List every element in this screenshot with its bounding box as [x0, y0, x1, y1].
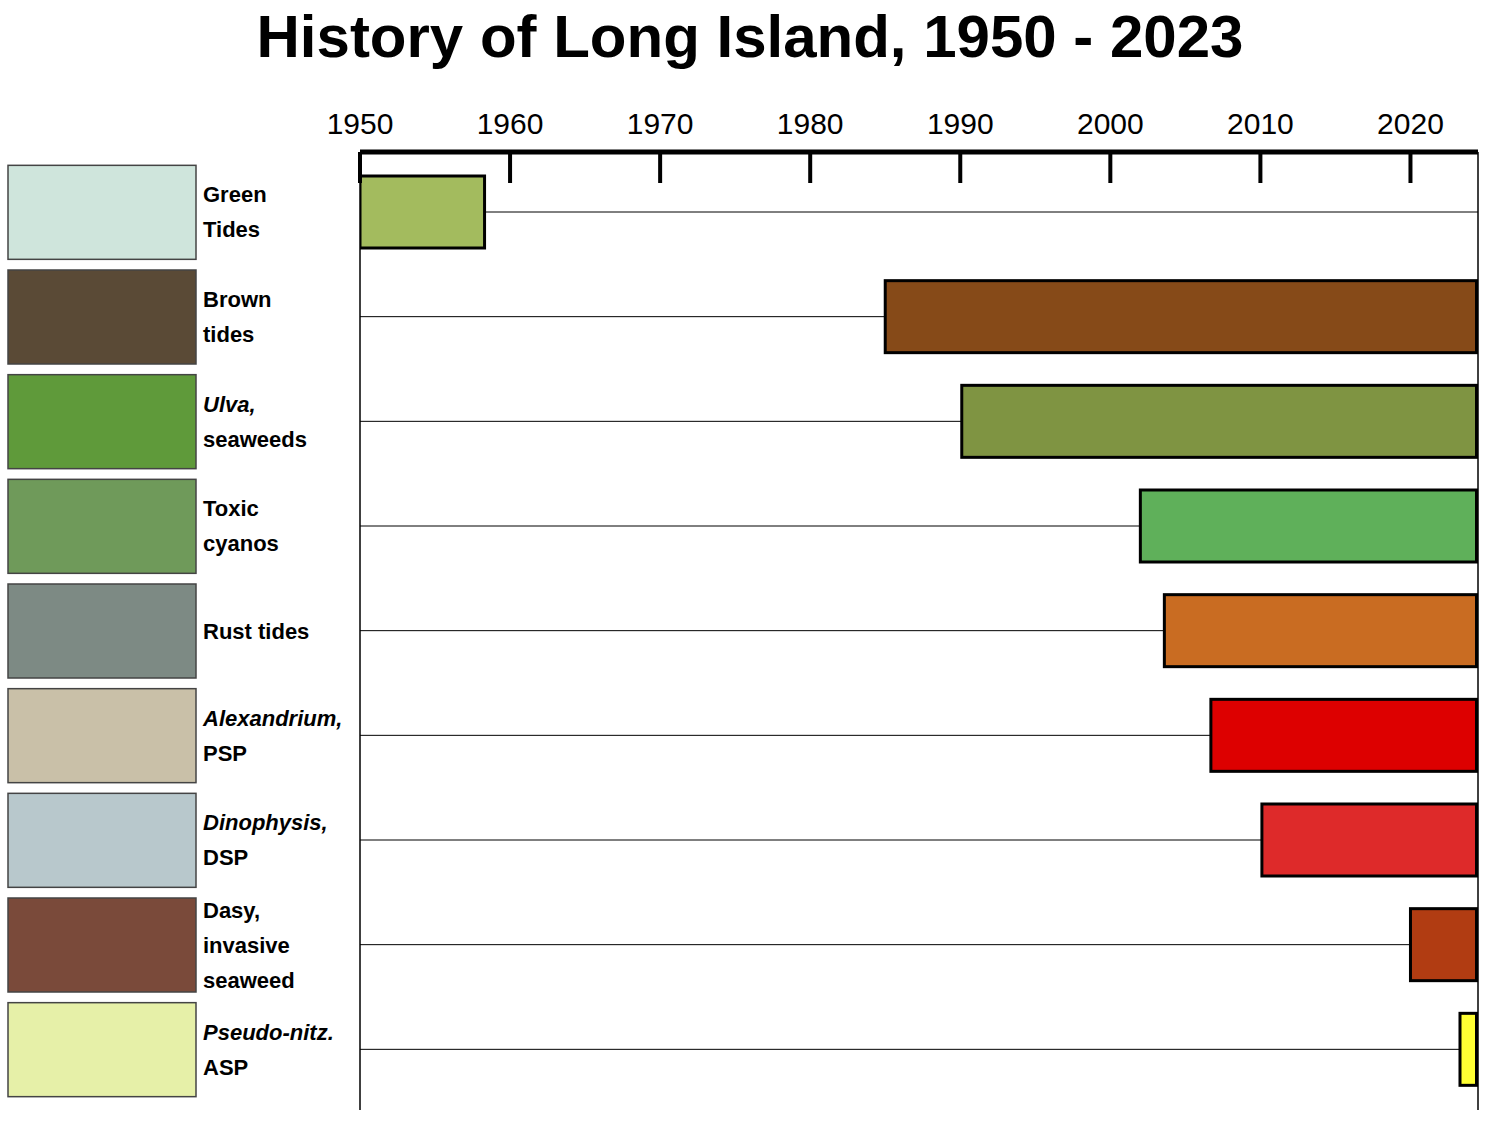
svg-text:DSP: DSP — [203, 845, 248, 870]
svg-text:1960: 1960 — [477, 107, 544, 140]
svg-text:1990: 1990 — [927, 107, 994, 140]
svg-text:Alexandrium,: Alexandrium, — [202, 706, 342, 731]
svg-text:PSP: PSP — [203, 741, 247, 766]
svg-text:1950: 1950 — [327, 107, 394, 140]
svg-text:seaweeds: seaweeds — [203, 427, 307, 452]
html-text:History of Long Island, 1950 -: History of Long Island, 1950 - 2023 — [256, 3, 1244, 70]
svg-text:tides: tides — [203, 322, 254, 347]
svg-text:2000: 2000 — [1077, 107, 1144, 140]
svg-text:invasive: invasive — [203, 933, 290, 958]
svg-text:Pseudo-nitz.: Pseudo-nitz. — [203, 1020, 334, 1045]
svg-text:ASP: ASP — [203, 1055, 248, 1080]
svg-text:Dinophysis,: Dinophysis, — [203, 810, 328, 835]
svg-text:1980: 1980 — [777, 107, 844, 140]
svg-text:Ulva,: Ulva, — [203, 392, 256, 417]
svg-text:Brown: Brown — [203, 287, 271, 312]
svg-text:Toxic: Toxic — [203, 496, 259, 521]
svg-text:seaweed: seaweed — [203, 968, 295, 993]
svg-text:Dasy,: Dasy, — [203, 898, 260, 923]
svg-text:2020: 2020 — [1377, 107, 1444, 140]
svg-text:1970: 1970 — [627, 107, 694, 140]
svg-text:Tides: Tides — [203, 217, 260, 242]
svg-text:Rust tides: Rust tides — [203, 619, 309, 644]
svg-text:Green: Green — [203, 182, 267, 207]
svg-text:2010: 2010 — [1227, 107, 1294, 140]
svg-text:cyanos: cyanos — [203, 531, 279, 556]
